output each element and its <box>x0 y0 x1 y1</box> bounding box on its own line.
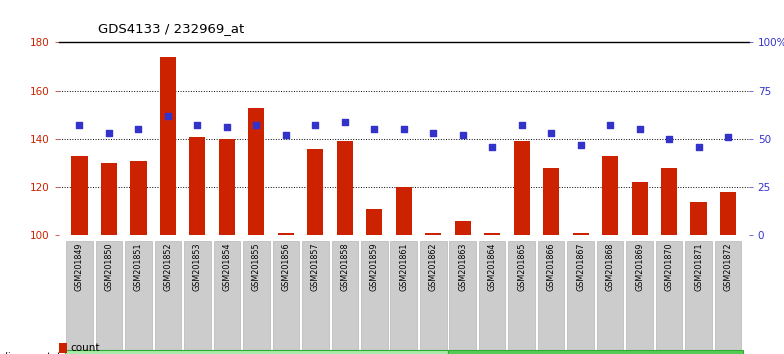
Text: GSM201870: GSM201870 <box>665 242 673 291</box>
Text: GSM201856: GSM201856 <box>281 242 290 291</box>
Bar <box>455 221 471 235</box>
Text: GSM201872: GSM201872 <box>724 242 732 291</box>
Bar <box>543 168 559 235</box>
Text: GSM201854: GSM201854 <box>223 242 231 291</box>
FancyBboxPatch shape <box>626 241 653 354</box>
Point <box>604 122 616 128</box>
Text: GSM201858: GSM201858 <box>340 242 350 291</box>
Bar <box>632 182 648 235</box>
Bar <box>278 233 294 235</box>
Bar <box>71 156 88 235</box>
Point <box>309 122 321 128</box>
Point <box>427 130 440 136</box>
FancyBboxPatch shape <box>302 241 328 354</box>
FancyBboxPatch shape <box>597 241 623 354</box>
Bar <box>514 141 530 235</box>
FancyBboxPatch shape <box>685 241 712 354</box>
Bar <box>249 108 264 235</box>
Point <box>515 122 528 128</box>
FancyBboxPatch shape <box>65 350 448 354</box>
FancyBboxPatch shape <box>154 241 181 354</box>
Text: count: count <box>71 343 100 353</box>
FancyBboxPatch shape <box>273 241 299 354</box>
Point <box>103 130 115 136</box>
Bar <box>572 233 589 235</box>
Text: GSM201868: GSM201868 <box>606 242 615 291</box>
Point <box>575 142 587 148</box>
Text: disease state: disease state <box>2 352 67 354</box>
Bar <box>59 343 67 353</box>
Text: GSM201862: GSM201862 <box>429 242 437 291</box>
Point <box>486 144 499 149</box>
Bar <box>189 137 205 235</box>
Bar <box>130 161 147 235</box>
Point <box>722 134 735 140</box>
Text: GSM201864: GSM201864 <box>488 242 497 291</box>
Bar <box>396 187 412 235</box>
Point <box>545 130 557 136</box>
FancyBboxPatch shape <box>361 241 387 354</box>
FancyBboxPatch shape <box>66 241 93 354</box>
Point <box>456 132 469 138</box>
Text: GSM201853: GSM201853 <box>193 242 201 291</box>
Point <box>280 132 292 138</box>
Bar <box>219 139 235 235</box>
FancyBboxPatch shape <box>390 241 417 354</box>
FancyBboxPatch shape <box>449 241 476 354</box>
Bar <box>366 209 383 235</box>
Bar <box>602 156 619 235</box>
Text: GSM201855: GSM201855 <box>252 242 261 291</box>
FancyBboxPatch shape <box>509 241 535 354</box>
FancyBboxPatch shape <box>184 241 211 354</box>
Point <box>132 126 145 132</box>
Text: GSM201869: GSM201869 <box>635 242 644 291</box>
Bar <box>691 202 706 235</box>
Text: GSM201866: GSM201866 <box>546 242 556 291</box>
Point <box>339 119 351 124</box>
Text: GSM201861: GSM201861 <box>399 242 408 291</box>
Bar <box>160 57 176 235</box>
Text: GSM201865: GSM201865 <box>517 242 526 291</box>
Point <box>397 126 410 132</box>
FancyBboxPatch shape <box>568 241 594 354</box>
FancyBboxPatch shape <box>538 241 564 354</box>
Text: GSM201850: GSM201850 <box>104 242 114 291</box>
FancyBboxPatch shape <box>243 241 270 354</box>
FancyBboxPatch shape <box>420 241 447 354</box>
Text: GSM201849: GSM201849 <box>75 242 84 291</box>
Point <box>162 113 174 119</box>
FancyBboxPatch shape <box>479 241 506 354</box>
FancyBboxPatch shape <box>448 350 742 354</box>
FancyBboxPatch shape <box>656 241 682 354</box>
FancyBboxPatch shape <box>715 241 742 354</box>
Bar <box>720 192 736 235</box>
Bar <box>484 233 500 235</box>
Point <box>191 122 204 128</box>
Bar <box>307 149 324 235</box>
Text: GSM201852: GSM201852 <box>163 242 172 291</box>
Text: GSM201867: GSM201867 <box>576 242 585 291</box>
FancyBboxPatch shape <box>125 241 151 354</box>
Point <box>633 126 646 132</box>
Point <box>368 126 380 132</box>
Point <box>73 122 85 128</box>
Text: GSM201851: GSM201851 <box>134 242 143 291</box>
Point <box>250 122 263 128</box>
Text: GSM201859: GSM201859 <box>370 242 379 291</box>
Text: GSM201857: GSM201857 <box>310 242 320 291</box>
Point <box>662 136 675 142</box>
Bar <box>425 233 441 235</box>
Bar <box>336 141 353 235</box>
FancyBboxPatch shape <box>213 241 240 354</box>
Bar <box>661 168 677 235</box>
FancyBboxPatch shape <box>332 241 358 354</box>
Point <box>692 144 705 149</box>
Bar <box>101 163 117 235</box>
Point <box>220 125 233 130</box>
Text: GSM201863: GSM201863 <box>458 242 467 291</box>
Text: GSM201871: GSM201871 <box>694 242 703 291</box>
FancyBboxPatch shape <box>96 241 122 354</box>
Text: GDS4133 / 232969_at: GDS4133 / 232969_at <box>98 22 245 35</box>
